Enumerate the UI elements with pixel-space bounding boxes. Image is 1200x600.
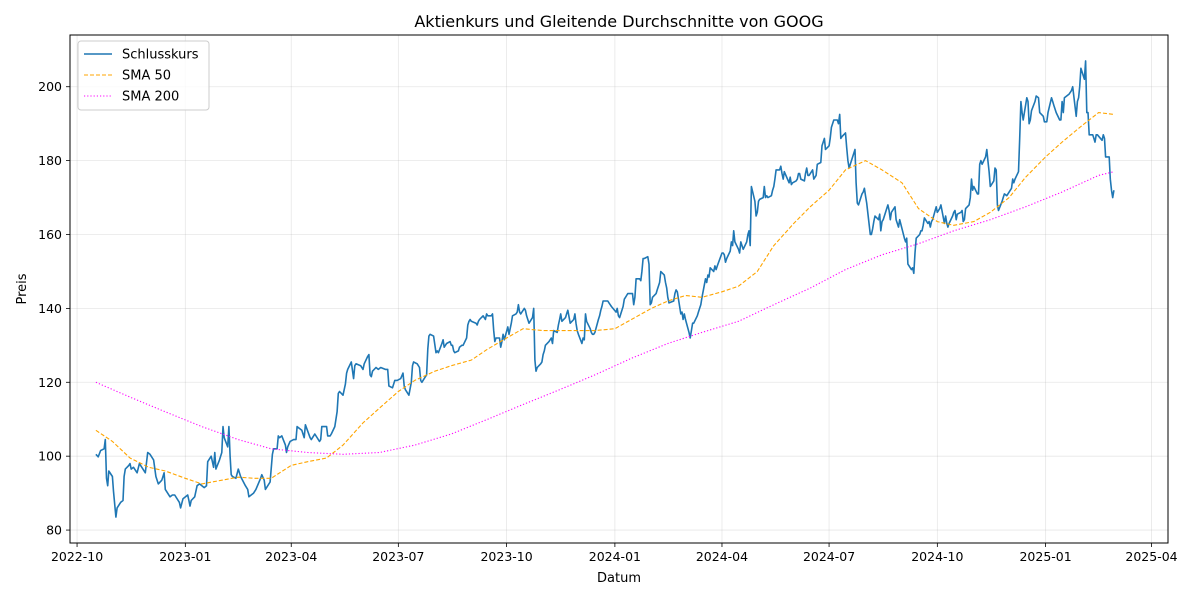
chart-title: Aktienkurs und Gleitende Durchschnitte v…	[414, 12, 823, 31]
x-tick-label: 2023-01	[159, 549, 211, 564]
x-tick-label: 2025-01	[1019, 549, 1071, 564]
legend: Schlusskurs SMA 50 SMA 200	[77, 40, 210, 111]
series-line-1	[95, 112, 1114, 485]
y-tick-label: 160	[38, 227, 62, 242]
y-axis-label: Preis	[15, 273, 30, 304]
y-tick-label: 100	[38, 449, 62, 464]
x-tick-label: 2022-10	[51, 549, 103, 564]
legend-label: SMA 200	[122, 90, 179, 105]
x-tick-label: 2024-01	[589, 549, 641, 564]
legend-label: SMA 50	[122, 69, 171, 84]
x-tick-label: 2023-07	[372, 549, 424, 564]
y-axis: 80 100 120 140 160 180 200	[38, 79, 70, 538]
legend-box	[77, 40, 210, 111]
x-tick-label: 2024-04	[696, 549, 748, 564]
y-tick-label: 120	[38, 375, 62, 390]
x-tick-label: 2025-04	[1125, 549, 1177, 564]
plot-area	[95, 60, 1115, 518]
x-tick-label: 2024-07	[803, 549, 855, 564]
grid	[70, 35, 1168, 543]
x-tick-label: 2023-04	[265, 549, 317, 564]
series-line-0	[95, 60, 1115, 518]
x-axis-label: Datum	[597, 571, 641, 586]
y-tick-label: 140	[38, 301, 62, 316]
x-tick-label: 2024-10	[911, 549, 963, 564]
y-tick-label: 80	[46, 523, 62, 538]
legend-label: Schlusskurs	[122, 48, 199, 63]
axes-frame	[69, 34, 1169, 544]
y-tick-label: 200	[38, 79, 62, 94]
x-axis: 2022-10 2023-01 2023-04 2023-07 2023-10 2024-…	[51, 543, 1178, 564]
x-tick-label: 2023-10	[480, 549, 532, 564]
y-tick-label: 180	[38, 153, 62, 168]
